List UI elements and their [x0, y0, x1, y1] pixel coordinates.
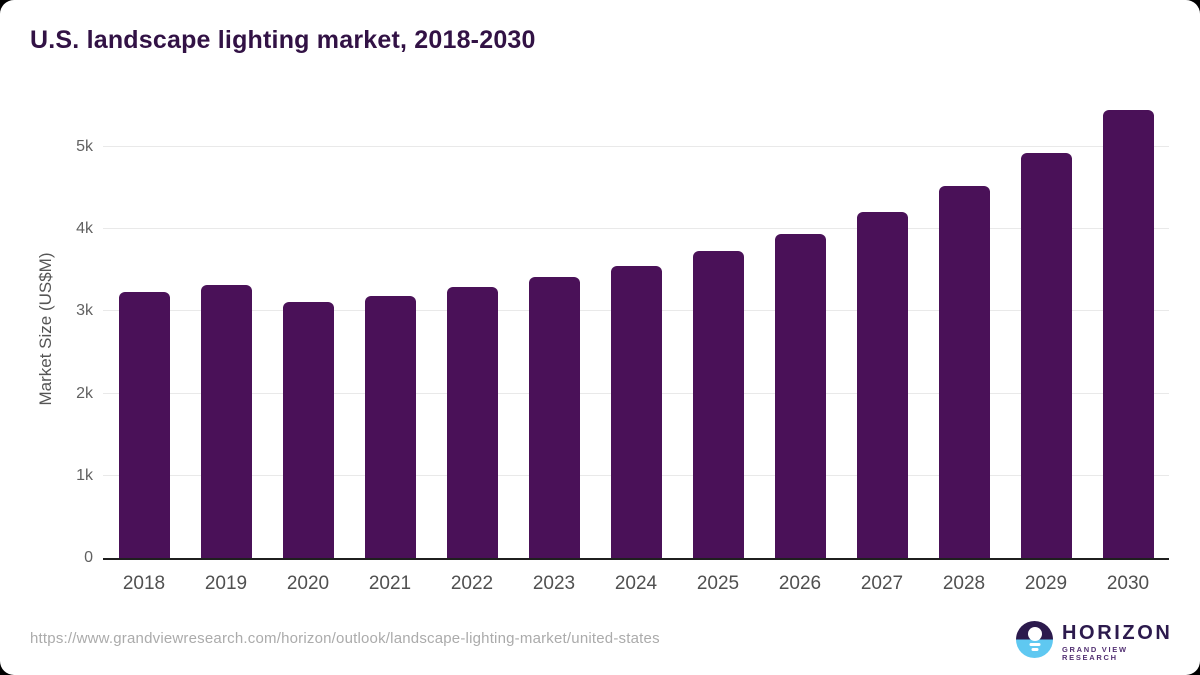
- bar-2023[interactable]: [528, 277, 580, 558]
- y-tick-label: 3k: [76, 302, 93, 320]
- x-tick-label: 2019: [204, 573, 248, 594]
- x-axis-labels: 2018 2019 2020 2021 2022 2023 2024 2025 2026 2027…: [103, 573, 1169, 597]
- plot-area: [103, 100, 1169, 560]
- bar-2018[interactable]: [118, 292, 170, 558]
- gridline: [103, 228, 1169, 230]
- bar-2027[interactable]: [856, 212, 908, 558]
- x-tick-label: 2028: [942, 573, 986, 594]
- sun-reflection-line: [1029, 643, 1040, 646]
- sun-reflection-line: [1031, 648, 1038, 651]
- sun-glyph: [1027, 627, 1042, 641]
- sunrise-horizon-icon: [1016, 621, 1053, 658]
- logo-text: HORIZON GRAND VIEW RESEARCH: [1062, 623, 1172, 662]
- bar-2030[interactable]: [1102, 110, 1154, 558]
- y-tick-label: 0: [84, 549, 93, 566]
- y-tick-label: 5k: [76, 137, 93, 155]
- y-tick-label: 1k: [76, 466, 93, 484]
- bar-2022[interactable]: [446, 287, 498, 558]
- bar-2020[interactable]: [282, 302, 334, 558]
- x-tick-label: 2021: [368, 573, 412, 594]
- page-title: U.S. landscape lighting market, 2018-203…: [30, 26, 536, 54]
- bar-2024[interactable]: [610, 266, 662, 558]
- x-tick-label: 2025: [696, 573, 740, 594]
- x-tick-label: 2023: [532, 573, 576, 594]
- x-tick-label: 2022: [450, 573, 494, 594]
- y-axis-ticks: 0 1k 2k 3k 4k 5k: [0, 100, 93, 566]
- x-tick-label: 2024: [614, 573, 658, 594]
- source-url: https://www.grandviewresearch.com/horizo…: [30, 630, 660, 647]
- x-tick-label: 2030: [1106, 573, 1150, 594]
- x-tick-label: 2020: [286, 573, 330, 594]
- x-tick-label: 2018: [122, 573, 166, 594]
- x-axis-line: [103, 558, 1169, 560]
- logo-brand-name: HORIZON: [1062, 622, 1173, 644]
- horizon-logo[interactable]: HORIZON GRAND VIEW RESEARCH: [1016, 619, 1170, 662]
- bar-2025[interactable]: [692, 251, 744, 558]
- y-tick-label: 4k: [76, 220, 93, 238]
- bar-2021[interactable]: [364, 295, 416, 558]
- x-tick-label: 2026: [778, 573, 822, 594]
- bar-2019[interactable]: [200, 284, 252, 558]
- y-tick-label: 2k: [76, 384, 93, 402]
- bar-2029[interactable]: [1020, 153, 1072, 558]
- x-tick-label: 2027: [860, 573, 904, 594]
- logo-subtitle: GRAND VIEW RESEARCH: [1062, 645, 1128, 662]
- gridline: [103, 145, 1169, 147]
- bar-2028[interactable]: [938, 186, 990, 558]
- x-tick-label: 2029: [1024, 573, 1068, 594]
- bar-2026[interactable]: [774, 234, 826, 558]
